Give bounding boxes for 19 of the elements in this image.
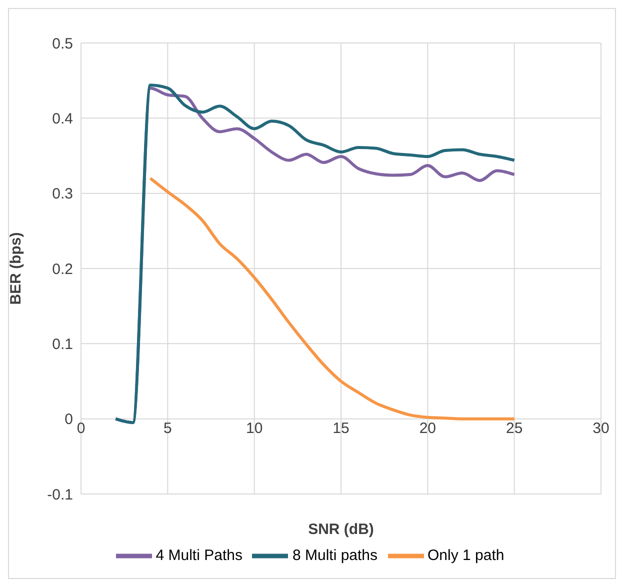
x-axis-title: SNR (dB) bbox=[308, 521, 374, 538]
line-series bbox=[148, 176, 516, 420]
y-tick-label: 0.2 bbox=[52, 260, 73, 278]
y-tick-label: 0.1 bbox=[52, 336, 73, 353]
legend-label: 4 Multi Paths bbox=[156, 546, 242, 564]
y-axis-title: BER (bps) bbox=[7, 232, 24, 305]
x-tick-label: 25 bbox=[506, 420, 523, 438]
y-tick-label: 0.5 bbox=[52, 35, 73, 52]
x-tick-label: 5 bbox=[163, 420, 172, 438]
y-tick-label: -0.1 bbox=[47, 486, 73, 504]
y-tick-label: 0.3 bbox=[52, 186, 73, 203]
x-tick-label: 30 bbox=[592, 420, 610, 438]
x-tick-label: 0 bbox=[76, 420, 86, 438]
legend-label: 8 Multi paths bbox=[292, 546, 378, 564]
y-tick-label: 0.4 bbox=[52, 110, 73, 128]
x-tick-label: 20 bbox=[419, 420, 436, 438]
legend-label: Only 1 path bbox=[428, 546, 504, 564]
x-tick-label: 15 bbox=[332, 420, 350, 438]
x-tick-label: 10 bbox=[246, 420, 263, 438]
